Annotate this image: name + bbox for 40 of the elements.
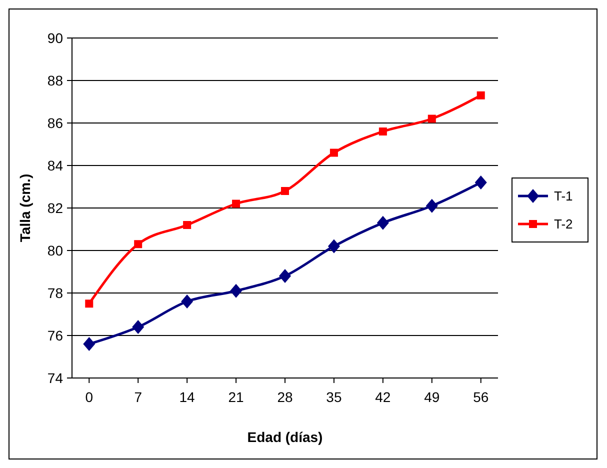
point (474, 176, 487, 190)
y-tick-label: 88 (47, 72, 64, 88)
x-tick-label: 21 (228, 389, 244, 405)
point (85, 300, 94, 308)
point (230, 284, 242, 298)
point (83, 337, 96, 351)
x-tick-label: 35 (326, 389, 342, 405)
point (183, 221, 192, 229)
point (134, 240, 142, 248)
point (426, 198, 438, 213)
x-tick-label: 14 (179, 389, 196, 405)
point (279, 269, 291, 283)
point (330, 148, 338, 157)
y-tick-label: 84 (47, 157, 64, 174)
point (376, 216, 389, 230)
x-tick-label: 49 (424, 389, 440, 405)
y-tick-label: 76 (47, 327, 64, 344)
legend-label: T-2 (554, 216, 573, 232)
x-axis-title: Edad (días) (247, 429, 323, 445)
x-tick-label: 42 (375, 389, 391, 405)
point (378, 128, 387, 136)
point (428, 114, 436, 123)
x-tick-label: 0 (85, 389, 94, 405)
x-tick-label: 28 (277, 389, 293, 405)
y-tick-label: 82 (47, 200, 64, 216)
y-tick-label: 86 (47, 114, 64, 131)
point (181, 294, 194, 308)
point (328, 239, 340, 254)
point (476, 91, 485, 100)
point (281, 187, 289, 195)
x-tick-label: 56 (473, 389, 489, 405)
point (132, 320, 144, 334)
x-tick-label: 7 (134, 389, 142, 405)
y-axis-title: Talla (cm.) (17, 174, 33, 242)
legend-label: T-1 (554, 188, 573, 204)
y-tick-label: 90 (47, 30, 64, 46)
point (232, 200, 240, 208)
y-tick-label: 78 (47, 284, 64, 301)
y-tick-label: 80 (47, 242, 64, 258)
y-tick-label: 74 (47, 370, 64, 386)
